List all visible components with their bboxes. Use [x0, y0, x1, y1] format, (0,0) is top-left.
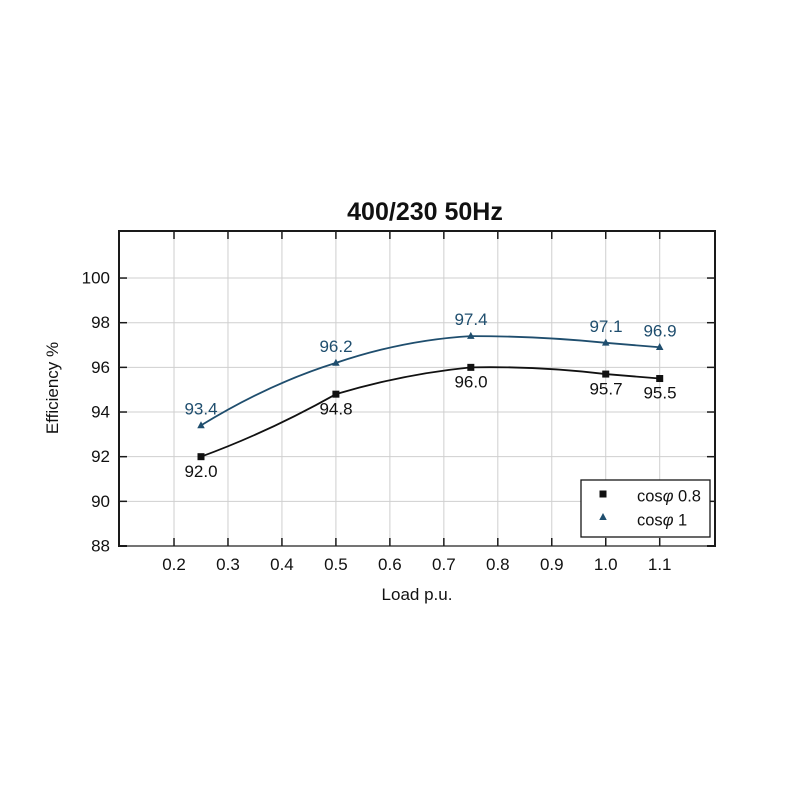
svg-text:Efficiency %: Efficiency %	[43, 342, 62, 434]
svg-text:94.8: 94.8	[319, 399, 352, 418]
svg-text:95.7: 95.7	[589, 379, 622, 398]
svg-text:0.9: 0.9	[540, 555, 564, 574]
svg-text:90: 90	[91, 492, 110, 511]
svg-text:96.2: 96.2	[319, 337, 352, 356]
svg-text:92.0: 92.0	[184, 462, 217, 481]
svg-text:0.3: 0.3	[216, 555, 240, 574]
svg-text:88: 88	[91, 537, 110, 556]
svg-text:0.2: 0.2	[162, 555, 186, 574]
svg-text:96: 96	[91, 358, 110, 377]
svg-text:400/230 50Hz: 400/230 50Hz	[347, 198, 503, 226]
svg-text:96.9: 96.9	[643, 321, 676, 340]
svg-text:100: 100	[82, 269, 110, 288]
svg-text:96.0: 96.0	[454, 373, 487, 392]
svg-text:0.4: 0.4	[270, 555, 294, 574]
svg-text:1.1: 1.1	[648, 555, 672, 574]
svg-text:0.7: 0.7	[432, 555, 456, 574]
svg-text:cosφ 0.8: cosφ 0.8	[637, 488, 701, 506]
svg-text:1.0: 1.0	[594, 555, 618, 574]
svg-text:97.4: 97.4	[454, 310, 487, 329]
svg-text:94: 94	[91, 403, 110, 422]
svg-text:93.4: 93.4	[184, 399, 217, 418]
svg-text:98: 98	[91, 313, 110, 332]
svg-text:Load p.u.: Load p.u.	[382, 585, 453, 604]
svg-text:0.8: 0.8	[486, 555, 510, 574]
svg-text:92: 92	[91, 447, 110, 466]
svg-text:97.1: 97.1	[589, 317, 622, 336]
svg-text:cosφ 1: cosφ 1	[637, 512, 687, 530]
svg-text:0.5: 0.5	[324, 555, 348, 574]
svg-text:95.5: 95.5	[643, 384, 676, 403]
svg-text:0.6: 0.6	[378, 555, 402, 574]
